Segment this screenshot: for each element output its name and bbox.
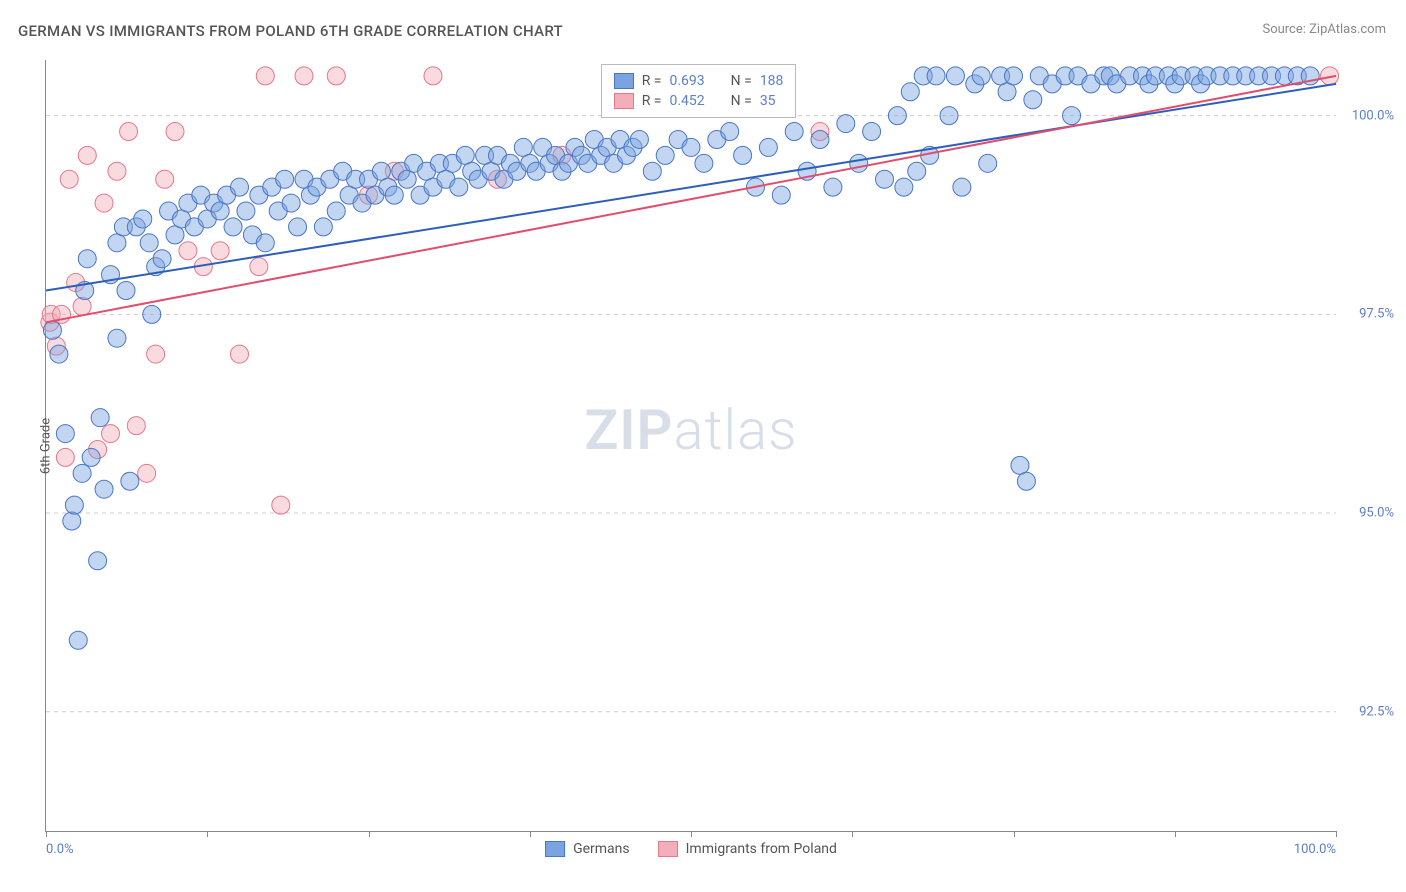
x-tick (1175, 831, 1176, 837)
legend-label-poland: Immigrants from Poland (686, 841, 837, 857)
stats-legend: R = 0.693 N = 188 R = 0.452 N = 35 (601, 64, 797, 118)
bottom-legend-item-2: Immigrants from Poland (658, 839, 837, 859)
y-tick-label: 92.5% (1359, 704, 1394, 719)
x-tick (1014, 831, 1015, 837)
bottom-legend: Germans Immigrants from Poland (545, 839, 837, 859)
x-tick (852, 831, 853, 837)
x-tick (369, 831, 370, 837)
x-tick (530, 831, 531, 837)
source-label: Source: ZipAtlas.com (1262, 22, 1386, 37)
legend-swatch-series1 (614, 73, 634, 89)
r-value-2: 0.452 (669, 93, 704, 109)
bottom-legend-item-1: Germans (545, 839, 630, 859)
y-tick-label: 97.5% (1359, 307, 1394, 322)
chart-title: GERMAN VS IMMIGRANTS FROM POLAND 6TH GRA… (18, 22, 563, 40)
x-tick (46, 831, 47, 837)
scatter-series-2 (41, 67, 1339, 514)
legend-label-germans: Germans (573, 841, 630, 857)
r-label-2: R = (642, 93, 662, 109)
y-tick-label: 95.0% (1359, 506, 1394, 521)
plot-svg (46, 60, 1336, 831)
n-label-2: N = (731, 93, 752, 109)
legend-swatch-germans (545, 841, 565, 857)
stats-legend-row-2: R = 0.452 N = 35 (614, 91, 784, 111)
y-axis-label: 6th Grade (39, 417, 54, 473)
legend-swatch-poland (658, 841, 678, 857)
r-label-1: R = (642, 73, 662, 89)
chart-container: ZIPatlas 92.5%95.0%97.5%100.0% 6th Grade… (45, 60, 1336, 832)
y-tick-label: 100.0% (1352, 108, 1394, 123)
n-label-1: N = (731, 73, 752, 89)
r-value-1: 0.693 (669, 73, 704, 89)
x-tick (207, 831, 208, 837)
x-tick (691, 831, 692, 837)
x-axis-min-label: 0.0% (46, 842, 74, 857)
plot-area: ZIPatlas 92.5%95.0%97.5%100.0% 6th Grade… (45, 60, 1336, 832)
n-value-2: 35 (760, 93, 776, 109)
x-axis-max-label: 100.0% (1294, 842, 1336, 857)
stats-legend-row-1: R = 0.693 N = 188 (614, 71, 784, 91)
n-value-1: 188 (760, 73, 784, 89)
legend-swatch-series2 (614, 93, 634, 109)
x-tick (1336, 831, 1337, 837)
